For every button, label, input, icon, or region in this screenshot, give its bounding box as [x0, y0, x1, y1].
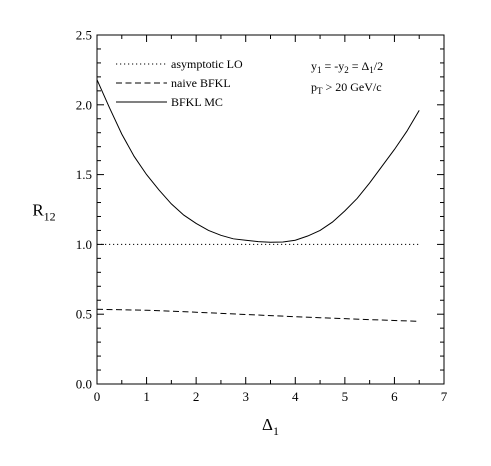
- x-tick-label: 0: [94, 389, 101, 404]
- annotation-part: y: [311, 59, 317, 73]
- y-axis-title: R12: [32, 201, 55, 224]
- x-tick-label: 7: [441, 389, 448, 404]
- legend-label: BFKL MC: [171, 95, 223, 109]
- annotation-part: p: [311, 80, 317, 94]
- annotation-part: 1: [369, 65, 374, 75]
- annotation-text: y1 = -y2 = Δ1/2: [311, 59, 383, 75]
- ticks-layer: 0 1 2 3 4 5 6 7 0.0 0.5 1.0 1.5 2.0 2.5: [76, 28, 448, 405]
- series-line-solid: [96, 79, 420, 243]
- series-layer: [96, 79, 420, 322]
- y-tick-label: 2.5: [76, 28, 92, 43]
- x-tick-label: 3: [242, 389, 249, 404]
- y-axis-title-base: R: [32, 201, 44, 220]
- y-tick-label: 2.0: [76, 97, 92, 112]
- x-tick-label: 5: [342, 389, 349, 404]
- y-tick-label: 0.5: [76, 307, 92, 322]
- annotation-part: 2: [344, 65, 349, 75]
- x-axis-title: Δ1: [262, 415, 279, 438]
- x-tick-label: 1: [143, 389, 150, 404]
- y-tick-label: 1.0: [76, 237, 92, 252]
- annotation-text: pT > 20 GeV/c: [311, 80, 382, 96]
- y-tick-label: 1.5: [76, 167, 92, 182]
- annotation-part: = -y: [322, 59, 345, 73]
- annotation-part: T: [317, 86, 323, 96]
- y-tick-label: 0.0: [76, 377, 92, 392]
- legend-label: naive BFKL: [171, 76, 231, 90]
- annotation-part: = Δ: [349, 59, 370, 73]
- series-line-dashed: [96, 308, 420, 322]
- annotation-part: > 20 GeV/c: [323, 80, 382, 94]
- legend: asymptotic LO naive BFKL BFKL MC: [116, 57, 243, 109]
- x-axis-title-base: Δ: [262, 415, 273, 434]
- annotation-part: /2: [374, 59, 383, 73]
- x-axis-title-sub: 1: [273, 424, 279, 438]
- x-tick-label: 2: [193, 389, 200, 404]
- x-tick-label: 4: [292, 389, 299, 404]
- annotation-part: 1: [317, 65, 322, 75]
- y-axis-title-sub: 12: [44, 210, 56, 224]
- plot-frame: [96, 34, 445, 385]
- x-tick-label: 6: [391, 389, 398, 404]
- annotations: y1 = -y2 = Δ1/2pT > 20 GeV/c: [311, 59, 383, 96]
- legend-label: asymptotic LO: [171, 57, 243, 71]
